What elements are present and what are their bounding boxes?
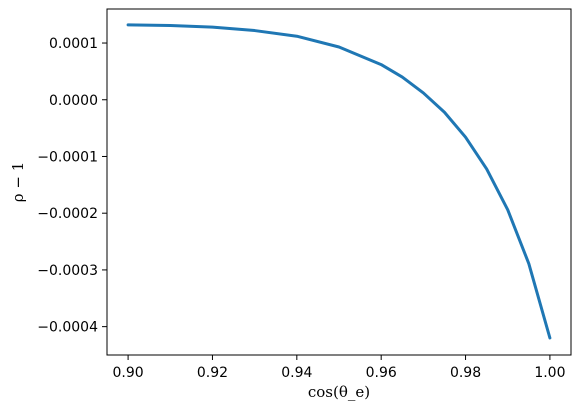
x-tick-label: 1.00 [534,365,565,381]
y-tick-label: −0.0004 [37,320,98,336]
y-tick-label: 0.0001 [49,36,98,52]
x-tick-label: 0.90 [113,365,144,381]
y-tick-label: 0.0000 [49,93,98,109]
y-tick-label: −0.0002 [37,206,98,222]
y-tick-label: −0.0001 [37,149,98,165]
y-axis-ticks: 0.0001 0.0000 −0.0001 −0.0002 −0.0003 −0.0004 [37,36,107,336]
series-line-0 [126,23,552,340]
x-tick-label: 0.92 [197,365,228,381]
plot-layer [126,23,552,340]
x-tick-label: 0.98 [450,365,481,381]
x-tick-label: 0.94 [281,365,312,381]
x-axis-label: cos(θ_e) [308,383,370,401]
x-axis-ticks: 0.90 0.92 0.94 0.96 0.98 1.00 [113,355,565,381]
x-tick-label: 0.96 [366,365,397,381]
y-tick-label: −0.0003 [37,263,98,279]
y-axis-label: ρ − 1 [9,162,27,202]
plot-frame [106,8,572,356]
